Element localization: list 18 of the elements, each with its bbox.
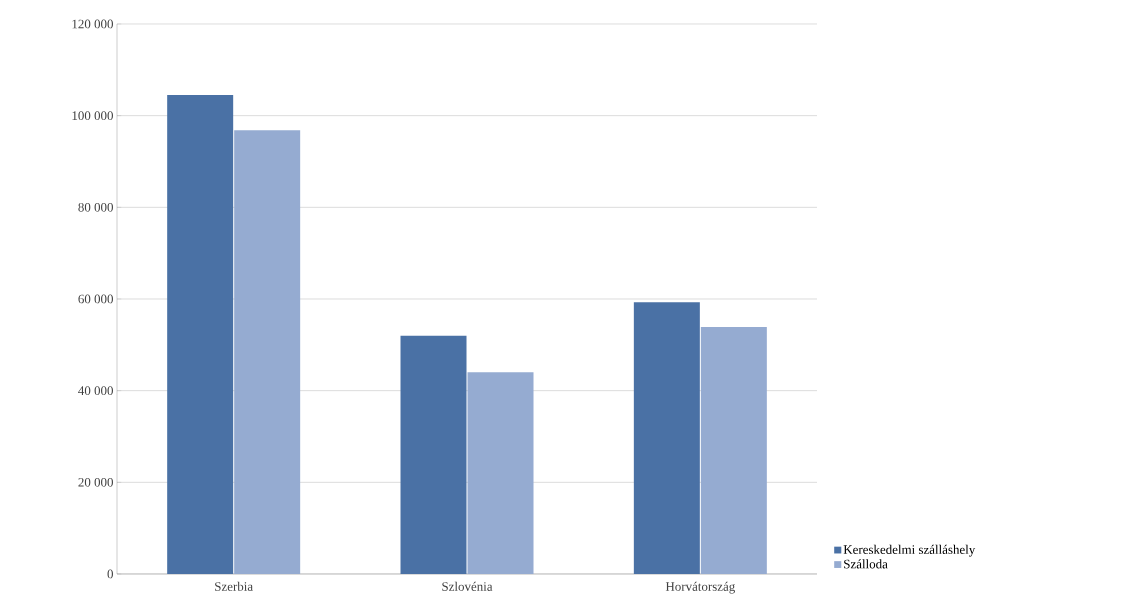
- x-tick-label: Szlovénia: [442, 581, 493, 591]
- y-tick-label: 0: [107, 569, 113, 579]
- y-tick-label: 80 000: [78, 202, 113, 212]
- legend-label: Kereskedelmi szálláshely: [843, 544, 976, 557]
- y-tick-label: 40 000: [78, 386, 113, 396]
- x-tick-label: Szerbia: [215, 581, 253, 591]
- legend-label: Szálloda: [844, 559, 888, 569]
- bar: [700, 326, 767, 574]
- y-tick-label: 60 000: [78, 294, 113, 304]
- bar: [467, 372, 534, 574]
- bar: [400, 335, 467, 574]
- bar: [633, 302, 700, 574]
- y-tick-label: 20 000: [78, 477, 113, 487]
- y-tick-label: 100 000: [72, 111, 113, 121]
- bar: [234, 130, 301, 574]
- y-tick-label: 120 000: [72, 19, 113, 29]
- bar: [167, 95, 234, 574]
- x-tick-label: Horvátország: [665, 581, 735, 594]
